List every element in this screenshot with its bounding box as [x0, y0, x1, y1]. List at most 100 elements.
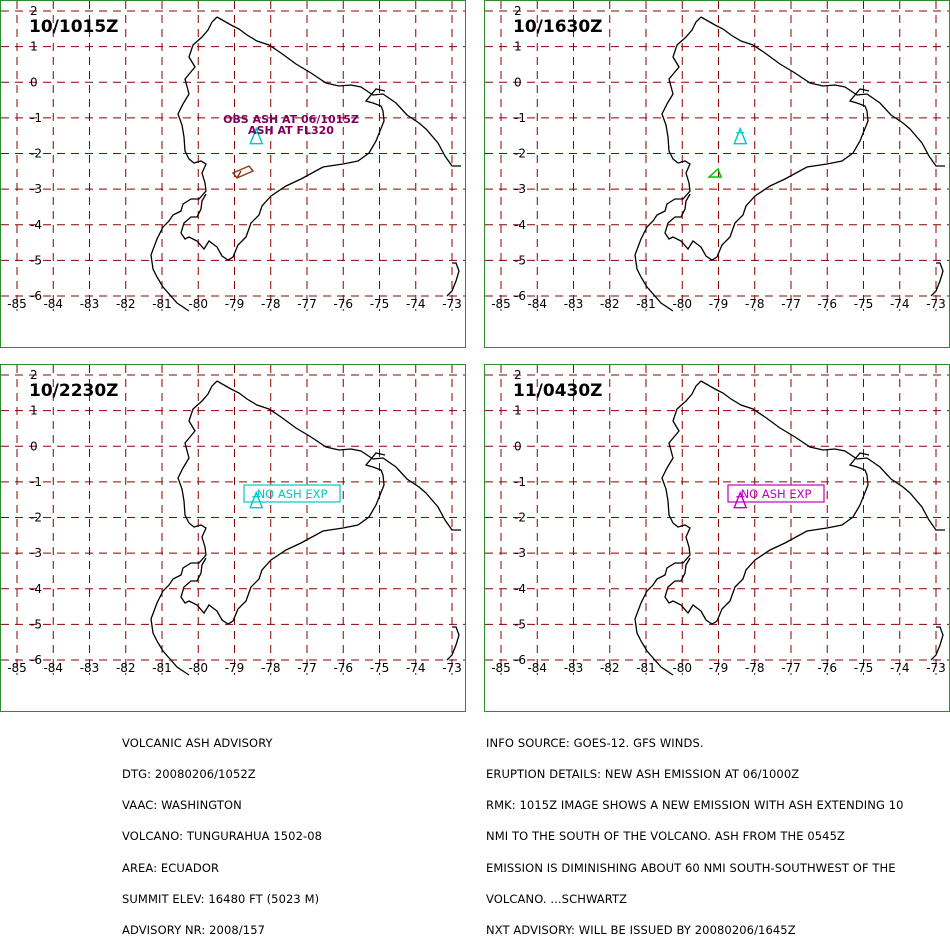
- lon-tick-label: -84: [527, 661, 547, 675]
- lat-tick-label: 2: [30, 4, 38, 18]
- lat-tick-label: -4: [30, 218, 42, 232]
- lat-tick-label: -4: [514, 218, 526, 232]
- no-ash-text: NO ASH EXP: [257, 487, 328, 501]
- lon-tick-label: -79: [709, 297, 729, 311]
- coastline: [156, 640, 190, 676]
- lon-tick-label: -82: [600, 661, 620, 675]
- coastline: [930, 262, 944, 297]
- advisory-line: DTG: 20080206/1052Z: [122, 767, 256, 782]
- lat-tick-label: -3: [30, 182, 42, 196]
- lat-tick-label: 1: [30, 40, 38, 54]
- lon-tick-label: -77: [781, 297, 801, 311]
- lon-tick-label: -73: [442, 297, 462, 311]
- lon-tick-label: -82: [600, 297, 620, 311]
- lat-tick-label: -6: [30, 653, 42, 667]
- lon-tick-label: -77: [297, 661, 317, 675]
- lon-tick-label: -82: [116, 661, 136, 675]
- lat-tick-label: 1: [30, 404, 38, 418]
- lon-tick-label: -76: [333, 297, 353, 311]
- map-panel-1: 2 1 0 -1 -2 -3 -4 -5 -6 -85 -84 -83 -82 -81 -80 -79 -78 -…: [0, 0, 466, 348]
- advisory-line: INFO SOURCE: GOES-12. GFS WINDS.: [486, 735, 704, 750]
- lon-tick-label: -80: [672, 661, 692, 675]
- ash-cloud-polygon: [707, 167, 723, 178]
- lon-tick-label: -82: [116, 297, 136, 311]
- coastline: [150, 16, 218, 278]
- lat-tick-label: -1: [514, 111, 526, 125]
- map-panel-3: 2 1 0 -1 -2 -3 -4 -5 -6 -85 -84 -83 -82 -81 -80 -79 -78 -…: [0, 364, 466, 712]
- advisory-line: ADVISORY NR: 2008/157: [122, 923, 266, 938]
- advisory-line: VAAC: WASHINGTON: [122, 798, 242, 813]
- lon-tick-label: -74: [890, 297, 910, 311]
- ash-cloud-polygon: [231, 165, 255, 179]
- lat-tick-label: -3: [30, 546, 42, 560]
- lon-tick-label: -83: [564, 661, 584, 675]
- lon-tick-label: -74: [406, 297, 426, 311]
- lon-tick-label: -84: [43, 661, 63, 675]
- time-label: 11/0430Z: [513, 381, 603, 401]
- map-canvas: 2 1 0 -1 -2 -3 -4 -5 -6-85 -84 -83 -82 -81 -80 -79 -78 -…: [1, 365, 465, 676]
- lon-tick-label: -73: [926, 661, 946, 675]
- lon-tick-label: -76: [333, 661, 353, 675]
- lat-tick-label: -3: [514, 546, 526, 560]
- volcano-icon: [733, 126, 748, 145]
- advisory-line: VOLCANO. ...SCHWARTZ: [486, 891, 628, 906]
- lon-tick-label: -75: [370, 661, 390, 675]
- time-label: 10/2230Z: [29, 381, 119, 401]
- no-ash-text: NO ASH EXP: [741, 487, 812, 501]
- volcano-icon: [249, 126, 264, 145]
- advisory-line: EMISSION IS DIMINISHING ABOUT 60 NMI SOU…: [486, 860, 896, 875]
- lat-tick-label: -5: [514, 617, 526, 631]
- lon-tick-label: -85: [7, 661, 27, 675]
- coastline: [180, 88, 386, 261]
- lat-tick-label: 1: [514, 40, 522, 54]
- lon-tick-label: -79: [225, 297, 245, 311]
- time-label: 10/1015Z: [29, 17, 119, 37]
- lon-tick-label: -85: [491, 661, 511, 675]
- lat-tick-label: -5: [514, 253, 526, 267]
- lon-tick-label: -81: [636, 297, 656, 311]
- advisory-line: VOLCANIC ASH ADVISORY: [122, 735, 273, 750]
- lon-tick-label: -80: [188, 297, 208, 311]
- lon-tick-label: -75: [370, 297, 390, 311]
- coastline: [150, 380, 218, 642]
- coastline: [634, 380, 702, 642]
- coastline: [700, 380, 945, 531]
- map-canvas: 2 1 0 -1 -2 -3 -4 -5 -6-85 -84 -83 -82 -81 -80 -79 -78 -…: [485, 365, 949, 676]
- map-panel-4: 2 1 0 -1 -2 -3 -4 -5 -6 -85 -84 -83 -82 -81 -80 -79 -78 -…: [484, 364, 950, 712]
- lon-tick-label: -79: [709, 661, 729, 675]
- lat-tick-label: -3: [514, 182, 526, 196]
- lat-tick-label: 0: [30, 439, 38, 453]
- lon-tick-label: -84: [43, 297, 63, 311]
- advisory-header-block: VOLCANIC ASH ADVISORY DTG: 20080206/1052…: [122, 717, 322, 946]
- lat-tick-label: -1: [514, 475, 526, 489]
- coastline: [446, 626, 460, 661]
- no-ash-box: [727, 484, 825, 503]
- lon-tick-label: -78: [261, 297, 281, 311]
- volcano-icon: [733, 490, 748, 509]
- lat-tick-label: -6: [30, 289, 42, 303]
- lat-tick-label: 0: [514, 75, 522, 89]
- advisory-line: SUMMIT ELEV: 16480 FT (5023 M): [122, 891, 320, 906]
- lat-tick-label: 0: [514, 439, 522, 453]
- advisory-line: RMK: 1015Z IMAGE SHOWS A NEW EMISSION WI…: [486, 798, 904, 813]
- lon-tick-label: -74: [406, 661, 426, 675]
- coastline: [664, 88, 870, 261]
- coastline: [216, 380, 461, 531]
- lat-tick-label: -6: [514, 289, 526, 303]
- lat-tick-label: -4: [30, 582, 42, 596]
- lon-tick-label: -80: [188, 661, 208, 675]
- map-canvas: 2 1 0 -1 -2 -3 -4 -5 -6-85 -84 -83 -82 -81 -80 -79 -78 -…: [485, 1, 949, 312]
- lat-tick-label: -2: [514, 511, 526, 525]
- lon-tick-label: -78: [745, 661, 765, 675]
- lat-tick-label: -1: [30, 475, 42, 489]
- no-ash-box: [243, 484, 341, 503]
- coastline: [664, 452, 870, 625]
- lon-tick-label: -81: [152, 297, 172, 311]
- advisory-details-block: INFO SOURCE: GOES-12. GFS WINDS. ERUPTIO…: [486, 717, 904, 946]
- coastline: [180, 452, 386, 625]
- lon-tick-label: -83: [80, 661, 100, 675]
- coastline: [640, 640, 674, 676]
- lat-tick-label: -5: [30, 253, 42, 267]
- lat-tick-label: -2: [30, 147, 42, 161]
- lat-tick-label: 2: [514, 368, 522, 382]
